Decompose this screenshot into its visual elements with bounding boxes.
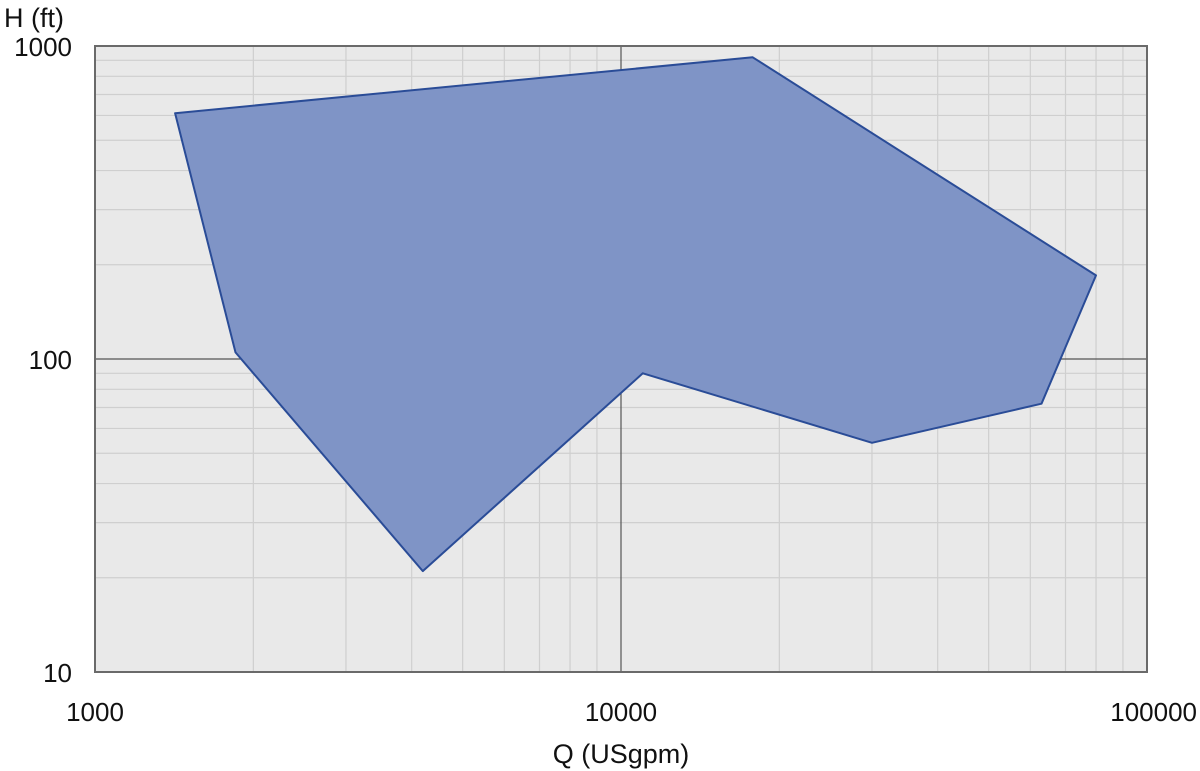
y-tick-label: 10 bbox=[43, 658, 72, 688]
plot-frame bbox=[94, 45, 1148, 673]
y-tick-label: 100 bbox=[29, 345, 72, 375]
x-tick-label: 10000 bbox=[585, 697, 657, 727]
x-tick-label: 100000 bbox=[1110, 697, 1197, 727]
y-tick-labels: 10 100 1000 bbox=[14, 32, 72, 688]
operating-range-area bbox=[174, 56, 1097, 573]
y-tick-label: 1000 bbox=[14, 32, 72, 62]
y-axis-label: H (ft) bbox=[4, 3, 64, 33]
x-tick-label: 1000 bbox=[66, 697, 124, 727]
x-tick-labels: 1000 10000 100000 bbox=[66, 697, 1197, 727]
x-axis-label: Q (USgpm) bbox=[553, 739, 690, 769]
